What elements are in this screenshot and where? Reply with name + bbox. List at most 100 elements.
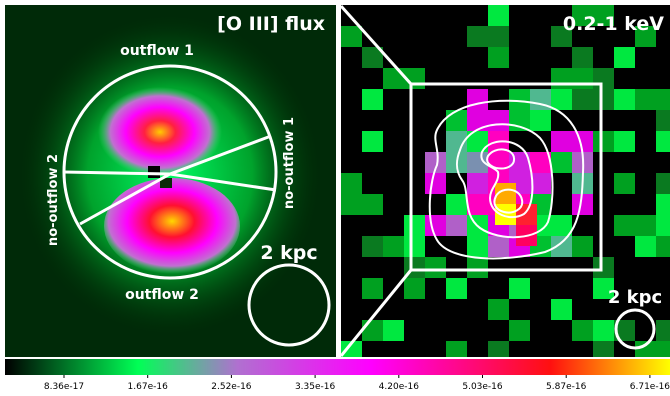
xray-pixel [446,278,467,299]
zoom-connector [341,269,413,357]
xray-pixel [551,299,572,320]
xray-pixel [635,341,656,357]
nucleus-pixel [160,178,172,188]
xray-pixel [593,5,614,26]
xray-contour [486,148,516,170]
xray-pixel [362,236,383,257]
xray-pixel [572,47,593,68]
xray-pixel [656,236,670,257]
xray-pixel [572,68,593,89]
colorbar-tick-label: 6.71e-16 [630,382,670,392]
xray-pixel [425,215,446,236]
zoom-connector [341,5,413,86]
label-no-outflow-2: no-outflow 2 [46,154,61,246]
xray-pixel [467,89,488,110]
xray-pixel [446,194,467,215]
xray-pixel [425,152,446,173]
left-scale-label: 2 kpc [260,242,317,264]
soft-xray-panel [341,5,670,357]
xray-pixel [467,131,488,152]
oiii-flux-panel [5,5,336,357]
xray-pixel [572,89,593,110]
xray-pixel [551,131,572,152]
xray-pixel [593,68,614,89]
xray-contour [493,188,524,214]
xray-pixel [488,152,509,173]
colorbar-tick-label: 2.52e-16 [211,382,252,392]
xray-pixel [404,215,425,236]
nucleus-pixel [148,166,160,178]
xray-pixel [446,215,467,236]
colorbar-tick-label: 8.36e-17 [44,382,84,392]
xray-pixel [362,131,383,152]
label-outflow-2: outflow 2 [125,287,199,303]
sector-line [63,170,171,176]
xray-pixel [656,215,670,236]
oiii-emission-south [104,178,240,274]
xray-pixel [467,152,488,173]
xray-pixel [551,215,572,236]
label-outflow-1: outflow 1 [120,43,194,59]
label-no-outflow-1: no-outflow 1 [282,117,297,209]
xray-pixel [635,215,656,236]
colorbar-tick-label: 5.87e-16 [546,382,587,392]
xray-pixel [488,341,509,357]
xray-pixel [614,89,635,110]
xray-pixel [551,152,572,173]
colorbar-tick-label: 3.35e-16 [295,382,336,392]
xray-pixel [551,236,572,257]
scale-circle [614,308,656,350]
xray-pixel [341,194,362,215]
xray-pixel [656,131,670,152]
xray-pixel [614,320,635,341]
xray-pixel [656,89,670,110]
xray-pixel [509,320,530,341]
colorbar-tick-label: 1.67e-16 [128,382,169,392]
xray-pixel [383,320,404,341]
zoom-box [409,82,603,272]
xray-pixel [383,236,404,257]
xray-pixel [656,173,670,194]
xray-core-pixel [516,204,537,225]
xray-pixel [488,5,509,26]
right-panel-title: 0.2-1 keV [563,13,664,35]
xray-pixel [341,173,362,194]
sector-line [169,134,272,176]
xray-pixel [362,320,383,341]
xray-pixel [614,131,635,152]
xray-pixel [509,110,530,131]
xray-core-pixel [495,183,516,204]
scale-circle [247,263,331,347]
xray-pixel [467,26,488,47]
xray-pixel [404,278,425,299]
xray-pixel [488,47,509,68]
xray-contour [480,140,534,219]
xray-core-pixel [495,204,516,225]
xray-pixel [530,110,551,131]
left-panel-title: [O III] flux [217,13,325,35]
xray-pixel [509,89,530,110]
colorbar-tick-label: 5.03e-16 [462,382,503,392]
xray-pixel [593,278,614,299]
xray-pixel [635,89,656,110]
xray-pixel [614,47,635,68]
xray-pixel [656,194,670,215]
xray-pixel [656,341,670,357]
xray-contour [455,123,554,239]
xray-pixel [467,110,488,131]
panel-divider [336,0,341,358]
xray-pixel [593,257,614,278]
xray-pixel [362,194,383,215]
xray-pixel [446,341,467,357]
xray-pixel [383,68,404,89]
xray-pixel [404,236,425,257]
xray-pixel [593,341,614,357]
xray-pixel [467,194,488,215]
xray-pixel [551,26,572,47]
xray-pixel [362,278,383,299]
xray-pixel [341,341,362,357]
xray-pixel [656,320,670,341]
xray-pixel [593,320,614,341]
xray-pixel [488,299,509,320]
